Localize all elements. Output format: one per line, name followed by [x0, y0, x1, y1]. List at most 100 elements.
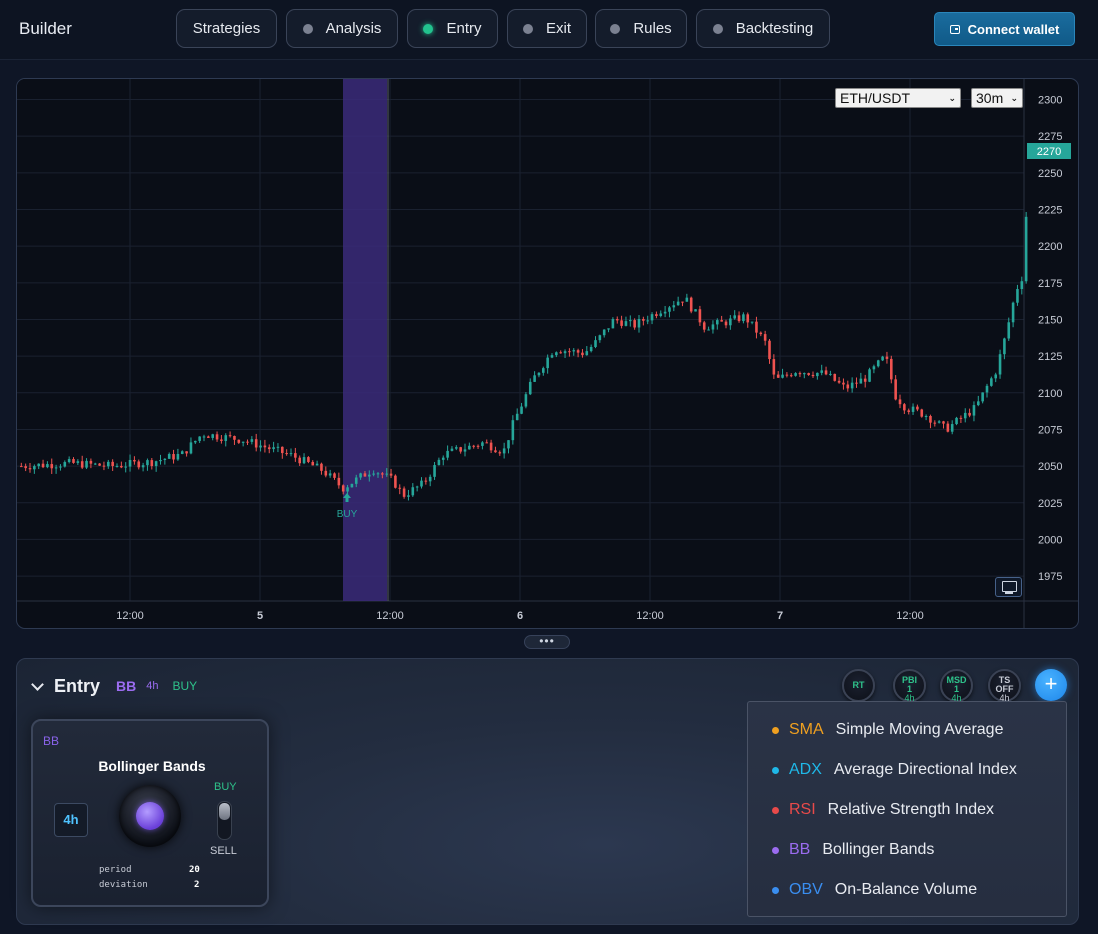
candle-body	[811, 374, 815, 377]
symbol-select[interactable]: ETH/USDT ⌄	[835, 88, 961, 108]
candle-body	[354, 477, 358, 484]
collapse-chevron-icon[interactable]	[31, 677, 44, 691]
candle-body	[328, 473, 332, 476]
time-axis[interactable]: 12:00 5 12:00 6 12:00 7 12:00	[116, 610, 924, 622]
candle-body	[298, 457, 301, 464]
rt-toggle-button[interactable]: RT	[842, 669, 875, 702]
menu-item-obv[interactable]: OBV On-Balance Volume	[772, 880, 977, 900]
candle-body	[463, 449, 467, 452]
tab-analysis[interactable]: Analysis	[286, 9, 398, 48]
candle-body	[694, 309, 697, 312]
param-value[interactable]: 2	[194, 880, 200, 890]
candle-body	[176, 453, 180, 460]
candle-body	[624, 321, 628, 326]
candle-body	[1011, 302, 1015, 323]
candle-body	[524, 394, 528, 407]
candle-body	[407, 495, 410, 497]
menu-item-adx[interactable]: ADX Average Directional Index	[772, 760, 1017, 780]
candle-body	[642, 318, 645, 321]
indicator-timeframe-button[interactable]: 4h	[54, 803, 88, 837]
interval-select[interactable]: 30m ⌄	[971, 88, 1023, 108]
candle-body	[598, 335, 602, 341]
candle-body	[228, 435, 232, 437]
menu-item-sma[interactable]: SMA Simple Moving Average	[772, 720, 1003, 740]
y-tick-label: 1975	[1038, 571, 1062, 583]
candle-body	[672, 305, 676, 308]
price-axis[interactable]: 2300 2275 2250 2225 2200 2175 2150 2125 2100 2075…	[1038, 95, 1062, 584]
candle-body	[307, 457, 310, 462]
param-value[interactable]: 20	[189, 865, 200, 875]
candlestick-chart[interactable]: 2300 2275 2250 2225 2200 2175 2150 2125 2100 2075…	[17, 79, 1079, 629]
candle-body	[185, 451, 188, 454]
candle-body	[507, 440, 510, 449]
candle-body	[820, 370, 823, 373]
candle-body	[698, 309, 702, 323]
rt-label: RT	[852, 680, 865, 690]
candle-body	[102, 465, 106, 467]
buy-marker-label: BUY	[337, 509, 358, 520]
candle-body	[724, 321, 728, 326]
menu-item-rsi[interactable]: RSI Relative Strength Index	[772, 800, 994, 820]
candle-body	[141, 465, 145, 468]
candle-body	[76, 461, 80, 463]
pbi-button[interactable]: PBI 1 4h	[893, 669, 926, 703]
msd-button[interactable]: MSD 1 4h	[940, 669, 973, 703]
screenshot-monitor-icon[interactable]	[995, 577, 1022, 597]
candle-body	[146, 460, 149, 466]
y-tick-label: 2125	[1038, 351, 1062, 363]
candle-body	[433, 465, 436, 477]
msd-value: 1	[953, 684, 959, 694]
candle-body	[781, 374, 784, 378]
candle-body	[911, 406, 915, 412]
tab-rules[interactable]: Rules	[595, 9, 687, 48]
candle-body	[437, 459, 441, 466]
candle-body	[550, 355, 554, 358]
ts-label: TS	[998, 675, 1011, 685]
candle-body	[154, 461, 158, 467]
candle-body	[120, 465, 123, 468]
candle-body	[763, 334, 767, 341]
candle-body	[607, 328, 610, 330]
candle-body	[537, 372, 541, 376]
candle-body	[398, 487, 402, 489]
tab-backtesting[interactable]: Backtesting	[696, 9, 830, 48]
menu-item-bb[interactable]: BB Bollinger Bands	[772, 840, 934, 860]
candle-body	[903, 404, 906, 411]
candle-body	[311, 461, 315, 466]
candle-body	[729, 318, 732, 326]
candle-body	[1016, 289, 1019, 303]
price-chart[interactable]: 2300 2275 2250 2225 2200 2175 2150 2125 2100 2075…	[16, 78, 1079, 629]
candle-body	[837, 380, 841, 383]
menu-item-label: Simple Moving Average	[835, 721, 1004, 738]
indicator-knob[interactable]	[119, 785, 181, 847]
indicator-card-bb[interactable]: BB Bollinger Bands 4h BUY SELL period 20…	[31, 719, 269, 907]
candle-body	[359, 473, 362, 478]
candle-body	[450, 448, 454, 451]
color-dot-icon	[772, 846, 779, 854]
candle-body	[998, 354, 1002, 375]
candle-body	[250, 439, 254, 442]
panel-resize-handle[interactable]: •••	[524, 635, 570, 649]
candle-body	[816, 372, 819, 377]
tab-entry[interactable]: Entry	[407, 9, 498, 48]
candle-body	[611, 319, 615, 329]
buy-sell-switch[interactable]	[217, 801, 232, 840]
candle-body	[633, 320, 636, 328]
color-dot-icon	[772, 886, 779, 894]
candle-body	[441, 457, 445, 460]
candle-body	[559, 352, 562, 354]
candle-body	[341, 485, 345, 492]
candle-body	[776, 374, 780, 378]
candle-body	[581, 352, 584, 356]
tab-exit[interactable]: Exit	[507, 9, 587, 48]
y-tick-label: 2275	[1038, 131, 1062, 143]
switch-thumb	[219, 803, 230, 820]
entry-timeframe-tag: 4h	[146, 680, 159, 692]
current-price-label: 2270	[1037, 146, 1061, 158]
tab-strategies[interactable]: Strategies	[176, 9, 277, 48]
add-indicator-button[interactable]: +	[1035, 669, 1067, 701]
connect-wallet-button[interactable]: Connect wallet	[934, 12, 1075, 46]
candle-body	[650, 314, 654, 321]
ts-button[interactable]: TS OFF 4h	[988, 669, 1021, 703]
candle-body	[576, 350, 580, 353]
